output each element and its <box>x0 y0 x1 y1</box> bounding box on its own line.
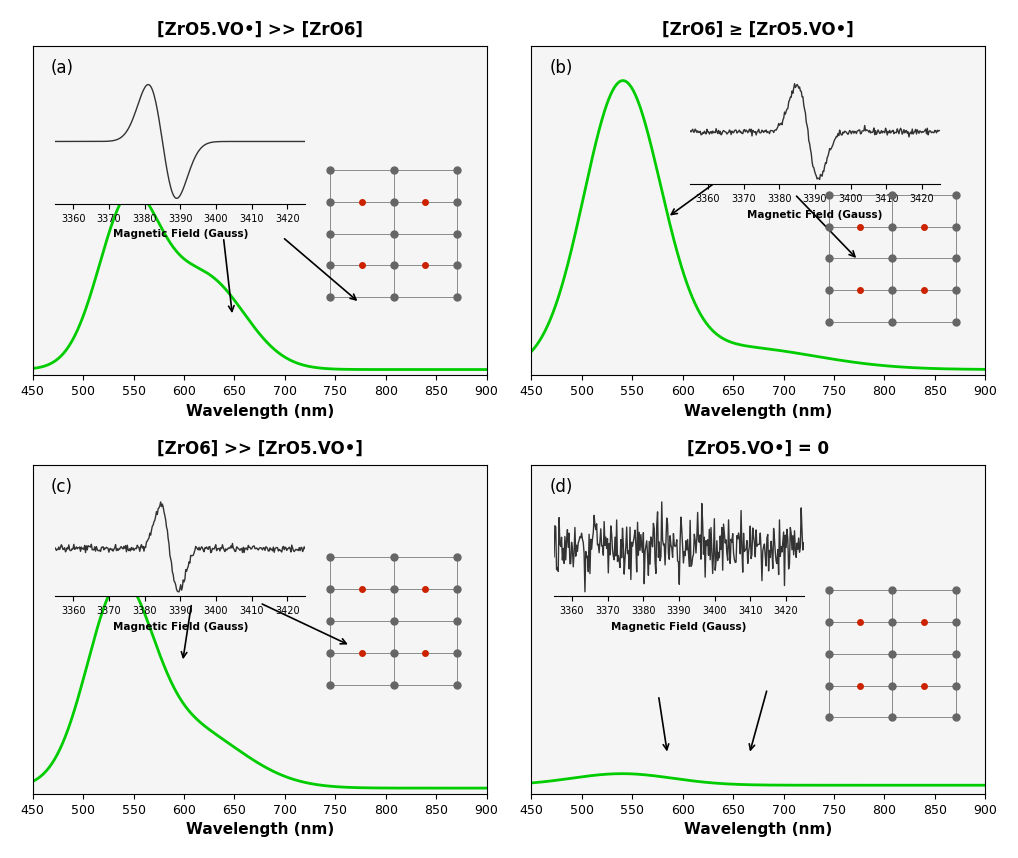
Title: [ZrO6] ≥ [ZrO5.VO•]: [ZrO6] ≥ [ZrO5.VO•] <box>663 21 854 39</box>
Text: (d): (d) <box>550 478 573 496</box>
Text: (c): (c) <box>51 478 73 496</box>
Text: (b): (b) <box>550 59 573 77</box>
Title: [ZrO6] >> [ZrO5.VO•]: [ZrO6] >> [ZrO5.VO•] <box>157 439 362 457</box>
Text: (a): (a) <box>51 59 74 77</box>
X-axis label: Wavelength (nm): Wavelength (nm) <box>684 403 833 419</box>
X-axis label: Wavelength (nm): Wavelength (nm) <box>185 403 334 419</box>
Title: [ZrO5.VO•] >> [ZrO6]: [ZrO5.VO•] >> [ZrO6] <box>157 21 362 39</box>
X-axis label: Wavelength (nm): Wavelength (nm) <box>185 822 334 837</box>
X-axis label: Wavelength (nm): Wavelength (nm) <box>684 822 833 837</box>
Title: [ZrO5.VO•] = 0: [ZrO5.VO•] = 0 <box>687 439 830 457</box>
